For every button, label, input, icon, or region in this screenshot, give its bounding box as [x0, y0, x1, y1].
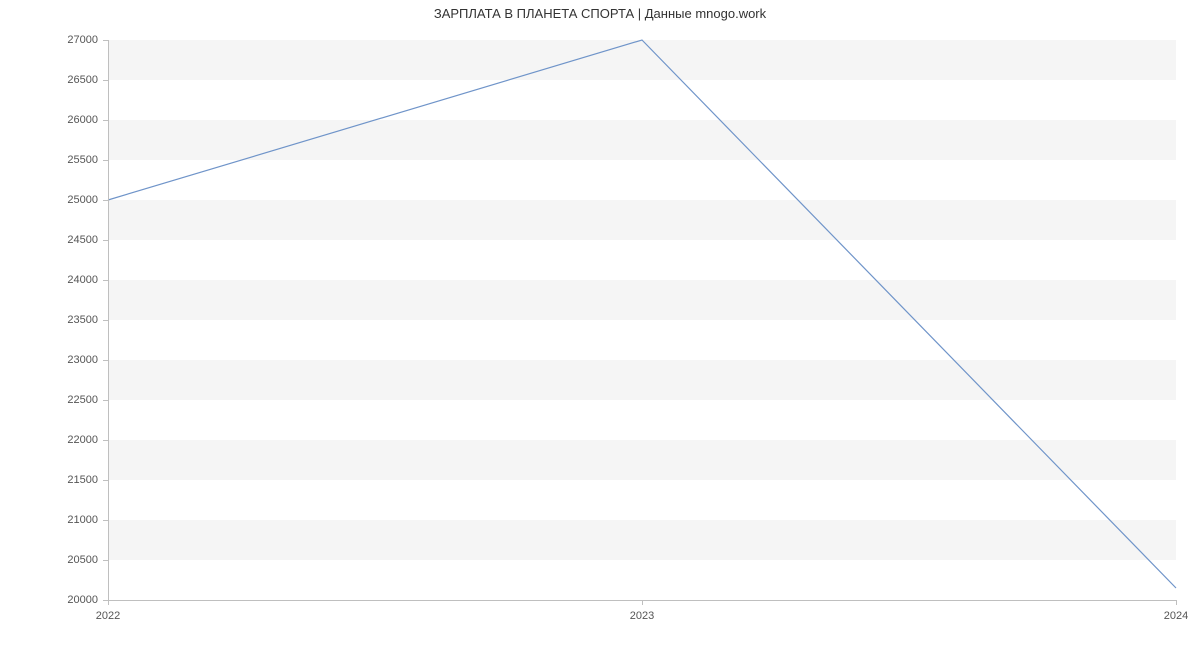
y-tick-label: 25500: [67, 154, 98, 166]
y-tick-label: 24000: [67, 274, 98, 286]
y-tick-label: 23000: [67, 354, 98, 366]
y-tick-label: 22000: [67, 434, 98, 446]
x-tick-label: 2024: [1164, 610, 1188, 622]
y-tick-label: 22500: [67, 394, 98, 406]
y-tick-label: 27000: [67, 34, 98, 46]
y-tick-label: 26000: [67, 114, 98, 126]
y-axis-line: [108, 40, 109, 600]
x-tick-label: 2023: [630, 610, 654, 622]
y-tick-label: 20000: [67, 594, 98, 606]
y-tick-label: 21500: [67, 474, 98, 486]
y-tick-label: 23500: [67, 314, 98, 326]
x-axis-line: [108, 600, 1176, 601]
y-tick-label: 21000: [67, 514, 98, 526]
y-tick-label: 20500: [67, 554, 98, 566]
y-tick-label: 26500: [67, 74, 98, 86]
chart-title: ЗАРПЛАТА В ПЛАНЕТА СПОРТА | Данные mnogo…: [0, 6, 1200, 21]
y-tick-label: 24500: [67, 234, 98, 246]
salary-line-chart: ЗАРПЛАТА В ПЛАНЕТА СПОРТА | Данные mnogo…: [0, 0, 1200, 650]
plot-area: 2000020500210002150022000225002300023500…: [108, 40, 1176, 600]
line-layer: [108, 40, 1176, 600]
series-line-salary: [108, 40, 1176, 588]
x-tick-mark: [1176, 600, 1177, 605]
x-tick-label: 2022: [96, 610, 120, 622]
y-tick-label: 25000: [67, 194, 98, 206]
